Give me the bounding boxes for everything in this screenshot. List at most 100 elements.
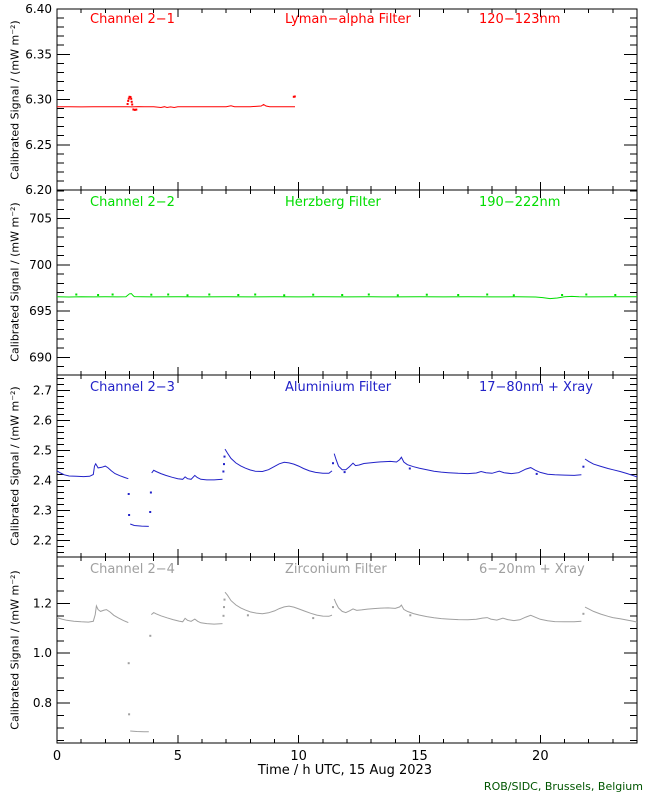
panel-2-frame [56, 189, 638, 376]
series-segment-d [333, 453, 582, 476]
series-flare-rise-dots-dot [223, 606, 225, 609]
y-tick-label: 2.4 [33, 474, 52, 488]
series-scatter-specks-dot [150, 293, 153, 296]
series-scatter-specks-dot [585, 293, 588, 296]
y-tick-label: 6.40 [25, 2, 52, 16]
y-tick-label: 2.7 [33, 384, 52, 398]
panel-4-group: 0.8 1.0 1.2 [33, 556, 638, 744]
series-rise-dots-dot [149, 634, 152, 637]
series-transient-arc-dot [130, 97, 133, 100]
series-scatter-specks-dot [167, 293, 170, 296]
y-tick-label: 6.20 [25, 183, 52, 197]
series-scatter-specks-dot [283, 294, 286, 297]
y-tick-label: 2.2 [33, 534, 52, 548]
panel2-filter-label: Herzberg Filter [285, 195, 381, 210]
panel-4-series [56, 591, 638, 733]
series-spike2-dots-dot [332, 606, 334, 609]
series-scatter-specks-dot [97, 294, 100, 296]
series-drop-dots-dot [127, 662, 130, 665]
series-flare-rise-dots-dot [222, 470, 225, 473]
series-transient-arc-dot [132, 108, 135, 111]
panel-2-group: 690 695 700 705 [29, 189, 638, 376]
series-segment-b [150, 612, 223, 625]
series-spike3-dots-dot [582, 465, 585, 468]
series-transient-arc-dot [130, 100, 133, 103]
series-scatter-specks-dot [312, 293, 315, 296]
panel4-band-label: 6−20nm + Xray [479, 562, 585, 577]
series-scatter-specks-dot [186, 294, 189, 297]
panel3-channel-label: Channel 2−3 [90, 380, 175, 395]
series-flare-rise-dots-dot [223, 463, 225, 466]
series-scatter-specks-dot [75, 293, 78, 296]
y-tick-label: 695 [29, 304, 52, 318]
series-segment-a [56, 604, 129, 624]
y-tick-label: 2.3 [33, 504, 52, 518]
panel3-filter-label: Aluminium Filter [285, 380, 392, 395]
series-end-dot-dot [293, 95, 296, 98]
series-scatter-specks-dot [111, 293, 114, 296]
y-tick-label: 2.6 [33, 414, 52, 428]
panel2-channel-label: Channel 2−2 [90, 195, 175, 210]
series-transient-arc-dot [133, 108, 136, 111]
panel2-band-label: 190−222nm [479, 195, 561, 210]
series-segment-a [56, 462, 129, 480]
y-tick-label: 2.5 [33, 444, 52, 458]
x-tick-label: 15 [411, 749, 428, 764]
series-segment-d [333, 598, 582, 623]
series-scatter-specks-dot [237, 294, 240, 296]
y-tick-label: 1.0 [33, 646, 52, 660]
panel-3-series [56, 448, 638, 527]
series-scatter-specks-dot [396, 294, 399, 297]
series-scatter-specks-dot [341, 294, 344, 296]
series-drop-dots-dot [128, 514, 131, 516]
x-tick-label: 5 [174, 749, 182, 764]
panel-4-frame [56, 556, 638, 744]
series-low-segment [130, 523, 149, 527]
series-scatter-specks-dot [512, 294, 515, 297]
series-stray-dots-dot [246, 614, 249, 617]
panel-1-frame [56, 8, 638, 191]
series-scatter-specks-dot [208, 293, 211, 296]
panel3-band-label: 17−80nm + Xray [479, 380, 593, 395]
panel-3-frame [56, 374, 638, 558]
y-tick-label: 700 [29, 258, 52, 272]
series-spike2-dots-dot [332, 462, 334, 465]
series-scatter-specks-dot [254, 293, 257, 296]
x-tick-label: 0 [53, 749, 61, 764]
y-tick-label: 690 [29, 350, 52, 364]
series-rise-dots-dot [149, 511, 152, 513]
panel-3-group: 2.2 2.3 2.4 2.5 2.6 2.7 [33, 374, 638, 558]
y-tick-label: 1.2 [33, 596, 52, 610]
y-axis-label-panel2: Calibrated Signal / (mW m⁻²) [8, 202, 22, 362]
series-transient-arc-dot [127, 97, 130, 100]
series-transient-arc-dot [129, 96, 132, 98]
panel-1-series [57, 95, 296, 111]
panel-2-series [56, 293, 637, 300]
series-scatter-specks-dot [425, 293, 428, 296]
panel1-channel-label: Channel 2−1 [90, 12, 175, 27]
series-stray-dots-dot [343, 471, 346, 474]
series-segment-c [224, 448, 333, 474]
series-segment-c [224, 591, 333, 617]
y-axis-label-panel1: Calibrated Signal / (mW m⁻²) [8, 20, 22, 180]
series-flare-rise-dots-dot [222, 614, 225, 617]
series-scatter-specks-dot [561, 294, 564, 296]
series-transient-arc-dot [127, 99, 130, 102]
series-stray-dots-dot [535, 472, 538, 475]
panel4-filter-label: Zirconium Filter [285, 562, 387, 577]
series-rise-dots-dot [149, 491, 152, 494]
series-signal [56, 293, 637, 300]
panel-1-group: 6.20 6.25 6.30 6.35 6.40 [25, 2, 638, 197]
y-tick-label: 6.25 [25, 138, 52, 152]
y-axis-label-panel3: Calibrated Signal / (mW m⁻²) [8, 386, 22, 546]
series-transient-arc-dot [135, 108, 138, 111]
series-scatter-specks-dot [486, 293, 489, 296]
x-axis-label: Time / h UTC, 15 Aug 2023 [257, 763, 433, 778]
y-tick-label: 6.35 [25, 47, 52, 61]
y-tick-label: 6.30 [25, 93, 52, 107]
series-stray-dots-dot [312, 617, 315, 620]
series-scatter-specks-dot [457, 294, 460, 296]
series-scatter-specks-dot [367, 293, 370, 296]
